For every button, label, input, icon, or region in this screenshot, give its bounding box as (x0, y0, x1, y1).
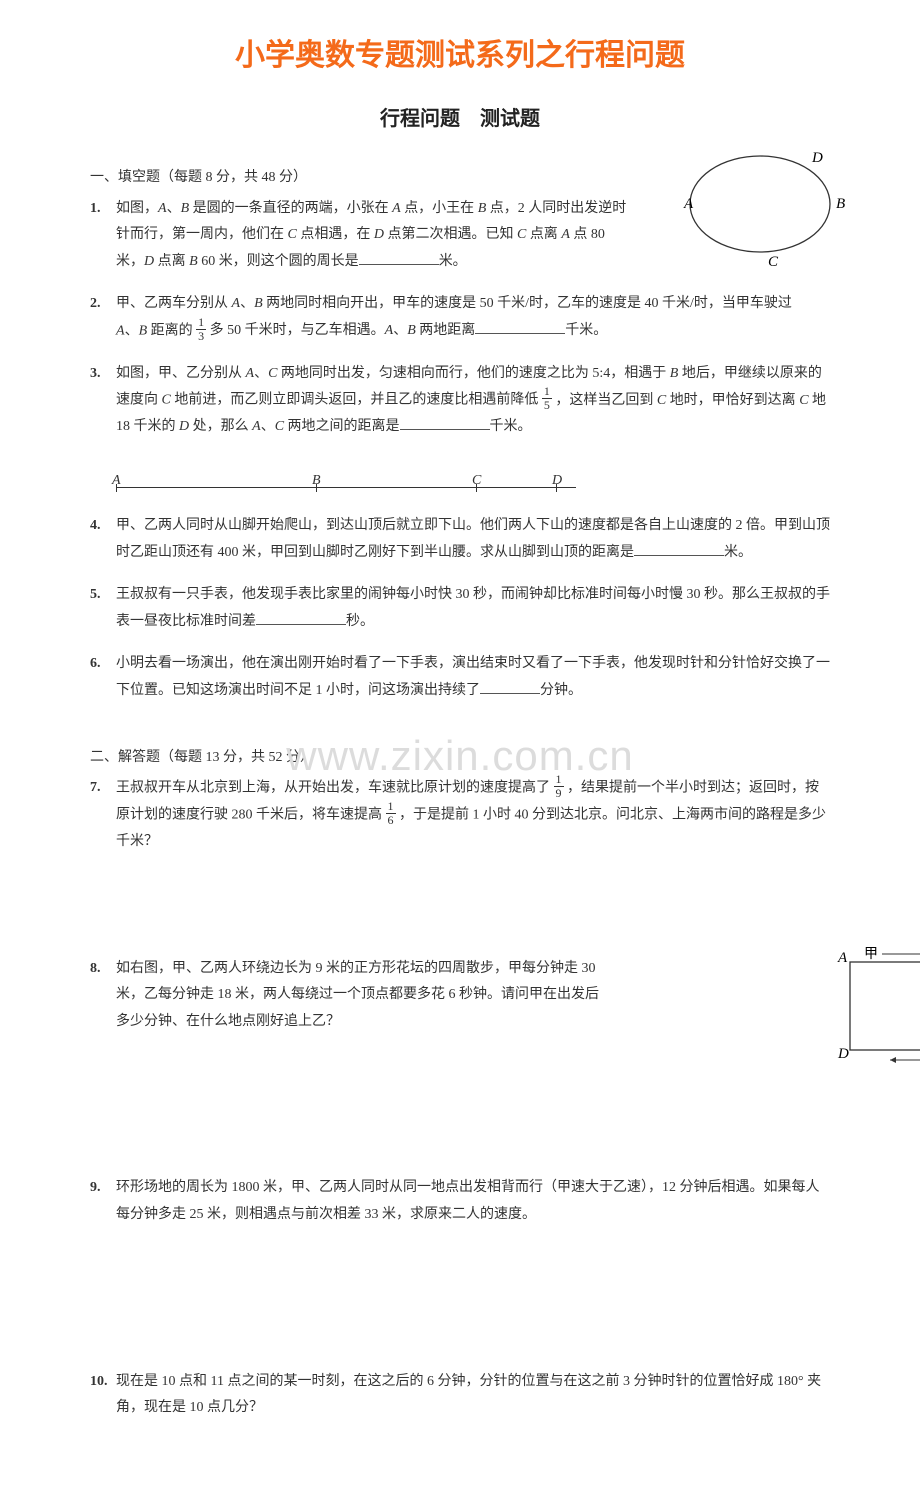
q5: 5. 王叔叔有一只手表，他发现手表比家里的闹钟每小时快 30 秒，而闹钟却比标准… (90, 582, 830, 635)
content: 一、填空题（每题 8 分，共 48 分） 1. 如图，A、B 是圆的一条直径的两… (90, 165, 830, 1422)
q8-square-figure: A B C D 甲 乙 (810, 944, 920, 1074)
svg-text:D: D (837, 1046, 849, 1062)
q6-num: 6. (90, 651, 116, 704)
q8-num: 8. (90, 956, 116, 1036)
q2: 2. 甲、乙两车分别从 A、B 两地同时相向开出，甲车的速度是 50 千米/时，… (90, 291, 830, 345)
watermark: www.zixin.com.cn (286, 716, 633, 796)
sub-title: 行程问题 测试题 (0, 102, 920, 131)
svg-text:A: A (837, 950, 848, 966)
q3-text: 如图，甲、乙分别从 A、C 两地同时出发，匀速相向而行，他们的速度之比为 5:4… (116, 361, 830, 487)
svg-text:C: C (768, 254, 779, 268)
q2-text: 甲、乙两车分别从 A、B 两地同时相向开出，甲车的速度是 50 千米/时，乙车的… (116, 291, 830, 345)
q3: 3. 如图，甲、乙分别从 A、C 两地同时出发，匀速相向而行，他们的速度之比为 … (90, 361, 830, 487)
q7-frac2: 16 (386, 800, 396, 826)
main-title: 小学奥数专题测试系列之行程问题 (0, 30, 920, 74)
q6: 6. 小明去看一场演出，他在演出刚开始时看了一下手表，演出结束时又看了一下手表，… (90, 651, 830, 704)
q7-frac1: 19 (554, 773, 564, 799)
q10-text: 现在是 10 点和 11 点之间的某一时刻，在这之后的 6 分钟，分针的位置与在… (116, 1369, 830, 1422)
q4-num: 4. (90, 513, 116, 566)
q1-circle-figure: A B C D (650, 148, 850, 268)
svg-text:A: A (683, 196, 694, 212)
q9-num: 9. (90, 1175, 116, 1228)
q6-text: 小明去看一场演出，他在演出刚开始时看了一下手表，演出结束时又看了一下手表，他发现… (116, 651, 830, 704)
svg-text:B: B (836, 196, 845, 212)
q8: 8. 如右图，甲、乙两人环绕边长为 9 米的正方形花坛的四周散步，甲每分钟走 3… (90, 956, 830, 1036)
q7-num: 7. (90, 775, 116, 855)
page: 小学奥数专题测试系列之行程问题 行程问题 测试题 A B C D 一、填空题（每… (0, 0, 920, 1492)
q3-fraction: 15 (542, 385, 552, 411)
svg-text:甲: 甲 (864, 947, 878, 962)
q9-text: 环形场地的周长为 1800 米，甲、乙两人同时从同一地点出发相背而行（甲速大于乙… (116, 1175, 830, 1228)
svg-text:D: D (811, 150, 823, 166)
q2-fraction: 13 (196, 316, 206, 342)
q1-num: 1. (90, 196, 116, 276)
q4-text: 甲、乙两人同时从山脚开始爬山，到达山顶后就立即下山。他们两人下山的速度都是各自上… (116, 513, 830, 566)
q4: 4. 甲、乙两人同时从山脚开始爬山，到达山顶后就立即下山。他们两人下山的速度都是… (90, 513, 830, 566)
q8-text: 如右图，甲、乙两人环绕边长为 9 米的正方形花坛的四周散步，甲每分钟走 30 米… (116, 956, 830, 1036)
q5-text: 王叔叔有一只手表，他发现手表比家里的闹钟每小时快 30 秒，而闹钟却比标准时间每… (116, 582, 830, 635)
q10: 10. 现在是 10 点和 11 点之间的某一时刻，在这之后的 6 分钟，分针的… (90, 1369, 830, 1422)
q2-num: 2. (90, 291, 116, 345)
q9: 9. 环形场地的周长为 1800 米，甲、乙两人同时从同一地点出发相背而行（甲速… (90, 1175, 830, 1228)
q3-line-figure: A B C D (116, 457, 576, 487)
q5-num: 5. (90, 582, 116, 635)
q10-num: 10. (90, 1369, 116, 1422)
